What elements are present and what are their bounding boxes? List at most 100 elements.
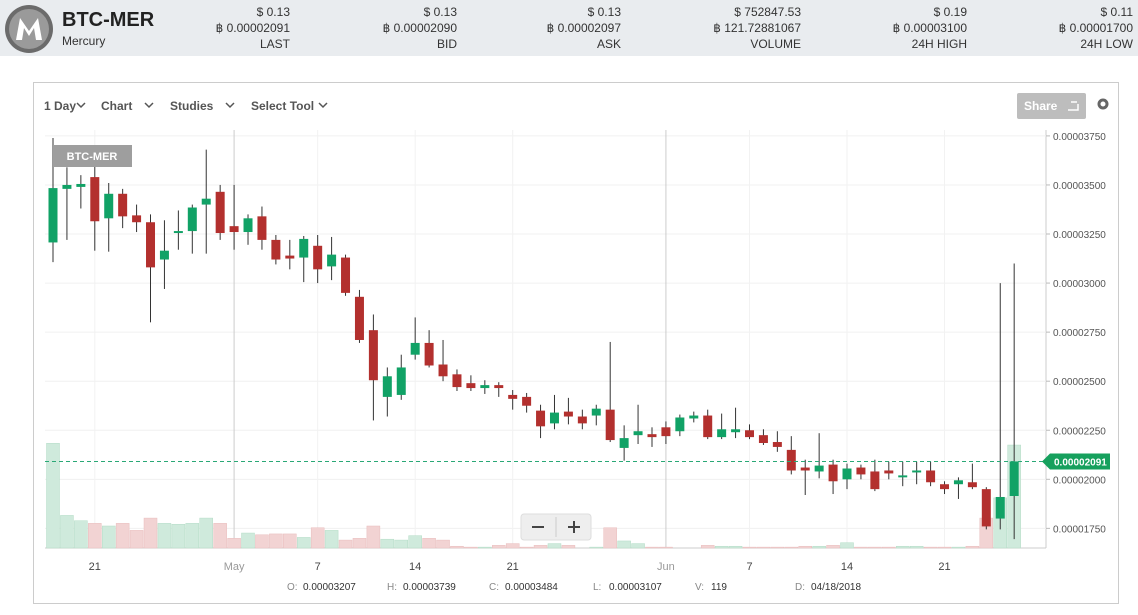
candle-body bbox=[173, 231, 183, 234]
volume-bar bbox=[923, 546, 938, 549]
candle-body bbox=[967, 482, 977, 488]
candle-body bbox=[689, 415, 699, 419]
candle-body bbox=[953, 480, 963, 485]
volume-bar bbox=[143, 517, 158, 549]
candle-body bbox=[424, 342, 434, 366]
volume-bar bbox=[115, 523, 130, 549]
candle-body bbox=[940, 484, 950, 490]
candle-body bbox=[717, 429, 727, 438]
candle-body bbox=[912, 470, 922, 473]
candle-body bbox=[354, 296, 364, 340]
symbol: BTC-MER bbox=[62, 9, 155, 31]
candle-body bbox=[731, 429, 741, 433]
volume-bar bbox=[185, 523, 200, 549]
volume-bar bbox=[882, 546, 896, 549]
readout-value: 119 bbox=[711, 582, 727, 593]
candle-body bbox=[341, 257, 351, 293]
candle-body bbox=[647, 434, 657, 438]
candle-body bbox=[772, 442, 782, 447]
volume-bar bbox=[352, 538, 367, 549]
stat-label: 24H HIGH bbox=[912, 37, 967, 51]
candle-body bbox=[981, 489, 991, 527]
candle-body bbox=[661, 427, 671, 437]
candle-body bbox=[926, 470, 936, 483]
volume-bar bbox=[589, 546, 604, 549]
candle-body bbox=[842, 468, 852, 480]
readout-key: V: bbox=[695, 582, 704, 593]
x-tick-label: 21 bbox=[507, 561, 519, 573]
candle-body bbox=[605, 409, 615, 441]
volume-bar bbox=[909, 545, 924, 549]
stat-btc: ฿ 0.00003100 bbox=[893, 21, 968, 35]
y-tick-label: 0.00001750 bbox=[1053, 524, 1106, 535]
y-tick-label: 0.00003750 bbox=[1053, 132, 1106, 143]
stat-label: VOLUME bbox=[750, 37, 801, 51]
candle-body bbox=[313, 245, 323, 270]
volume-bar bbox=[129, 530, 144, 549]
candle-body bbox=[271, 239, 281, 260]
period-menu[interactable]: 1 Day bbox=[44, 99, 76, 113]
volume-bar bbox=[380, 538, 395, 549]
volume-bar bbox=[199, 517, 213, 549]
y-tick-label: 0.00002000 bbox=[1053, 475, 1106, 486]
volume-bar bbox=[533, 545, 548, 549]
candle-body bbox=[187, 207, 197, 232]
stat-label: BID bbox=[437, 37, 457, 51]
candle-body bbox=[396, 367, 406, 395]
volume-bar bbox=[422, 538, 436, 549]
volume-bar bbox=[213, 523, 227, 549]
chart-menu[interactable]: Chart bbox=[101, 99, 132, 113]
volume-bar bbox=[547, 543, 562, 549]
volume-bar bbox=[296, 537, 311, 549]
share-button[interactable] bbox=[1017, 93, 1086, 119]
volume-bar bbox=[659, 546, 673, 549]
zoom-in[interactable] bbox=[568, 521, 580, 533]
candle-body bbox=[563, 411, 573, 417]
volume-bar bbox=[854, 546, 868, 549]
volume-bar bbox=[603, 527, 617, 549]
volume-bar bbox=[728, 545, 743, 549]
volume-bar bbox=[269, 533, 283, 549]
candle-body bbox=[285, 255, 295, 259]
candle-body bbox=[257, 216, 267, 240]
stat-usd: $ 0.13 bbox=[424, 5, 458, 19]
stat-usd: $ 0.19 bbox=[934, 5, 968, 19]
candle-body bbox=[62, 184, 72, 189]
volume-bar bbox=[784, 546, 799, 549]
zoom-out[interactable] bbox=[532, 526, 544, 528]
toolbar: 1 Day Chart Studies Select Tool Share bbox=[44, 93, 1109, 119]
studies-menu[interactable]: Studies bbox=[170, 99, 214, 113]
readout-value: 04/18/2018 bbox=[811, 582, 861, 593]
stat-btc: ฿ 0.00001700 bbox=[1059, 21, 1134, 35]
volume-bar bbox=[965, 545, 980, 549]
volume-bar bbox=[840, 542, 854, 549]
candle-body bbox=[577, 416, 587, 424]
settings-icon[interactable] bbox=[1097, 98, 1109, 110]
candle-body bbox=[536, 410, 546, 427]
stat-label: ASK bbox=[597, 37, 621, 51]
x-tick-label: 7 bbox=[746, 561, 752, 573]
x-tick-label: Jun bbox=[657, 561, 675, 573]
volume-bar bbox=[770, 546, 785, 549]
volume-bar bbox=[519, 546, 534, 549]
readout-value: 0.00003484 bbox=[505, 582, 558, 593]
x-tick-label: 21 bbox=[89, 561, 101, 573]
candle-body bbox=[675, 417, 685, 432]
tool-menu[interactable]: Select Tool bbox=[251, 99, 314, 113]
stat-label: LAST bbox=[260, 37, 291, 51]
candle-body bbox=[299, 238, 309, 258]
volume-bar bbox=[366, 525, 381, 549]
readout-key: C: bbox=[489, 582, 499, 593]
volume-bar bbox=[171, 523, 186, 549]
volume-bar bbox=[631, 543, 645, 549]
volume-bar bbox=[450, 545, 464, 549]
volume-bar bbox=[408, 535, 422, 549]
volume-bar bbox=[895, 545, 910, 549]
volume-bar bbox=[283, 533, 297, 549]
y-tick-label: 0.00002750 bbox=[1053, 328, 1106, 339]
stat-btc: ฿ 0.00002090 bbox=[383, 21, 458, 35]
stat-label: 24H LOW bbox=[1080, 37, 1133, 51]
candle-body bbox=[884, 470, 894, 474]
volume-bar bbox=[324, 530, 339, 549]
